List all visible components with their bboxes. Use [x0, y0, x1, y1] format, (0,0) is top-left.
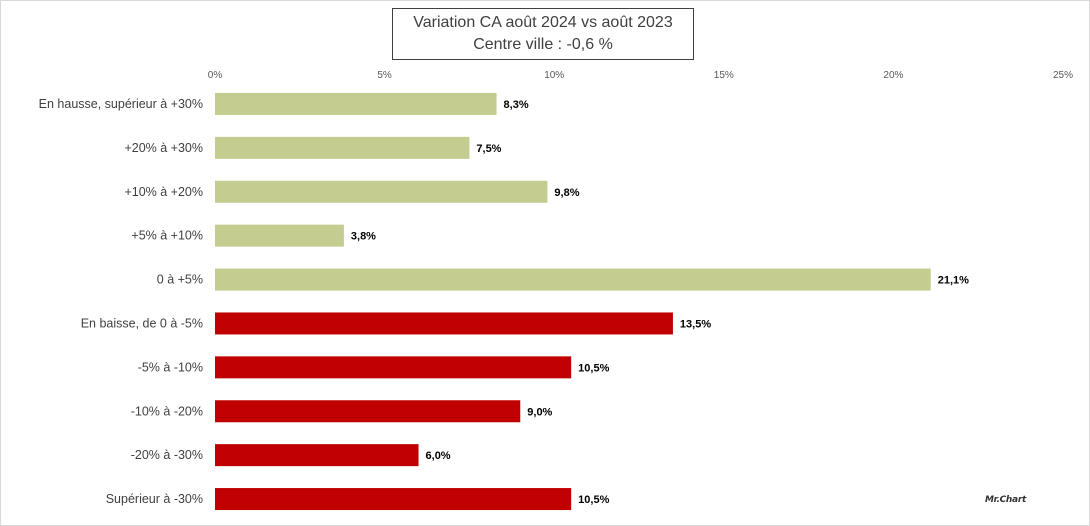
bar	[215, 488, 572, 511]
watermark-logo: Mr.Chart	[985, 495, 1026, 505]
bar	[215, 400, 521, 423]
category-label: Supérieur à -30%	[106, 492, 203, 506]
bar	[215, 356, 572, 379]
value-label: 6,0%	[426, 450, 451, 462]
chart-title: Variation CA août 2024 vs août 2023	[413, 14, 673, 31]
x-tick-label: 25%	[1053, 70, 1073, 81]
bar	[215, 136, 470, 159]
value-label: 21,1%	[938, 275, 969, 287]
bar	[215, 180, 548, 203]
category-label: +10% à +20%	[124, 185, 203, 199]
x-tick-label: 0%	[208, 70, 223, 81]
value-label: 10,5%	[578, 362, 609, 374]
bar	[215, 312, 673, 335]
bar	[215, 92, 497, 115]
bar	[215, 444, 419, 467]
x-tick-label: 5%	[377, 70, 392, 81]
x-tick-label: 20%	[883, 70, 903, 81]
x-tick-label: 15%	[714, 70, 734, 81]
value-label: 10,5%	[578, 494, 609, 506]
value-label: 7,5%	[476, 143, 501, 155]
category-label: En baisse, de 0 à -5%	[81, 316, 203, 330]
chart-title-box: Variation CA août 2024 vs août 2023 Cent…	[392, 8, 694, 60]
value-label: 13,5%	[680, 318, 711, 330]
category-label: 0 à +5%	[157, 273, 203, 287]
value-label: 9,0%	[527, 406, 552, 418]
category-label: +5% à +10%	[131, 229, 203, 243]
value-label: 8,3%	[504, 99, 529, 111]
x-tick-label: 10%	[544, 70, 564, 81]
value-label: 3,8%	[351, 231, 376, 243]
category-label: -5% à -10%	[138, 360, 203, 374]
bar	[215, 268, 931, 291]
category-label: -10% à -20%	[131, 404, 203, 418]
chart-subtitle: Centre ville : -0,6 %	[473, 36, 613, 53]
value-label: 9,8%	[554, 187, 579, 199]
bar	[215, 224, 344, 247]
category-label: En hausse, supérieur à +30%	[39, 97, 203, 111]
category-label: -20% à -30%	[131, 448, 203, 462]
category-label: +20% à +30%	[124, 141, 203, 155]
